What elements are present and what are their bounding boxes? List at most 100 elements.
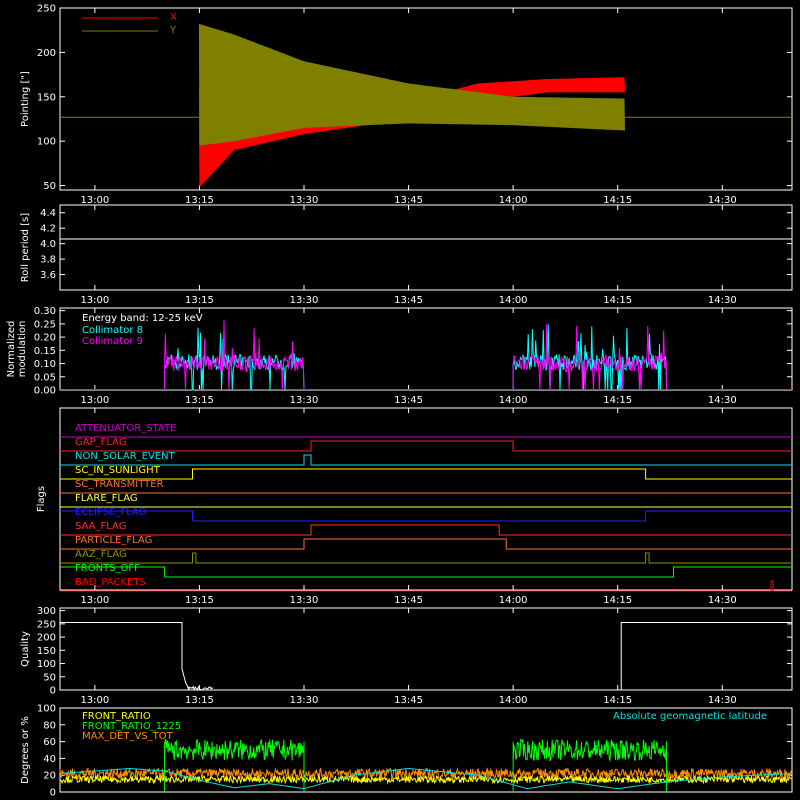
x-tick-label: 14:15 xyxy=(603,295,632,306)
x-tick-label: 14:00 xyxy=(499,195,528,206)
quality-line xyxy=(60,622,792,691)
x-tick-label: 14:30 xyxy=(708,395,737,406)
flag-line xyxy=(60,580,792,592)
flag-line xyxy=(60,454,792,466)
series-front-ratio-1225-line xyxy=(512,738,667,763)
y-tick-label: 0.10 xyxy=(34,359,56,370)
x-tick-label: 13:00 xyxy=(80,295,109,306)
y-tick-label: 50 xyxy=(43,181,56,192)
y-tick-label: 4.2 xyxy=(40,224,56,235)
x-tick-label: 14:30 xyxy=(708,195,737,206)
y-tick-label: 100 xyxy=(37,704,56,715)
plot-frame xyxy=(59,607,793,691)
x-tick-label: 13:45 xyxy=(394,395,423,406)
y-tick-label: 60 xyxy=(43,737,56,748)
x-tick-label: 14:15 xyxy=(603,395,632,406)
legend-label: X xyxy=(170,12,177,23)
y-tick-label: 150 xyxy=(37,92,56,103)
y-tick-label: 250 xyxy=(37,619,56,630)
flag-label: ATTENUATOR_STATE xyxy=(75,423,176,434)
legend-label: Y xyxy=(169,25,177,36)
legend-label: FRONT_RATIO_1225 xyxy=(82,721,181,732)
x-tick-label: 13:30 xyxy=(290,695,319,706)
y-tick-label: 20 xyxy=(43,771,56,782)
panel-modulation: 13:00 13:15 13:30 13:45 14:00 14:15 14:30 0.00 0… xyxy=(6,306,793,406)
plot-frame xyxy=(59,707,793,793)
y-tick-label: 200 xyxy=(37,48,56,59)
series-front-ratio-1225-line xyxy=(164,738,304,761)
x-tick-label: 14:00 xyxy=(499,595,528,606)
series-y-line xyxy=(198,23,625,146)
x-tick-label: 13:00 xyxy=(80,595,109,606)
plot-frame xyxy=(59,307,793,391)
flag-line xyxy=(60,538,792,550)
flag-label: AAZ_FLAG xyxy=(75,549,127,560)
y-axis-label: modulation xyxy=(17,321,28,378)
x-tick-label: 13:30 xyxy=(290,295,319,306)
x-tick-label: 14:30 xyxy=(708,295,737,306)
y-axis-label: Pointing ["] xyxy=(20,71,31,127)
legend-label: FRONT_RATIO xyxy=(82,711,151,722)
y-axis-label: Degrees or % xyxy=(20,716,31,784)
legend-label: Absolute geomagnetic latitude xyxy=(613,711,767,722)
legend-title: Energy band: 12-25 keV xyxy=(82,313,203,324)
x-tick-label: 13:30 xyxy=(290,595,319,606)
flag-label: GAP_FLAG xyxy=(75,437,127,448)
y-tick-label: 150 xyxy=(37,646,56,657)
flag-line xyxy=(60,510,792,522)
y-tick-label: 4.0 xyxy=(40,239,56,250)
flag-label: NON_SOLAR_EVENT xyxy=(75,451,176,462)
x-tick-label: 13:45 xyxy=(394,195,423,206)
y-axis-label: Roll period [s] xyxy=(20,213,31,282)
plot-frame xyxy=(59,407,793,591)
flag-label: FLARE_FLAG xyxy=(75,493,138,504)
flag-label: PARTICLE_FLAG xyxy=(75,535,152,546)
x-tick-label: 14:00 xyxy=(499,695,528,706)
flag-label: BAD_PACKETS xyxy=(75,577,146,588)
x-tick-label: 13:15 xyxy=(185,195,214,206)
flag-label: ECLIPSE_FLAG xyxy=(75,507,146,518)
legend-label: Collimator 8 xyxy=(82,325,143,336)
y-tick-label: 250 xyxy=(37,4,56,15)
series-geomagnetic-latitude-line xyxy=(59,767,793,790)
x-tick-label: 13:45 xyxy=(394,695,423,706)
y-axis-label: Quality xyxy=(20,631,31,667)
x-tick-label: 13:15 xyxy=(185,395,214,406)
y-tick-label: 300 xyxy=(37,606,56,617)
panel-pointing: 13:00 13:15 13:30 13:45 14:00 14:15 14:30 50 100… xyxy=(20,4,793,206)
x-tick-label: 13:15 xyxy=(185,695,214,706)
panel-quality: 13:00 13:15 13:30 13:45 14:00 14:15 14:30 0 50 10… xyxy=(20,606,793,706)
flag-label: SC_TRANSMITTER xyxy=(75,479,164,490)
y-axis-label: Normalized xyxy=(6,321,17,378)
plot-frame xyxy=(59,7,793,191)
x-tick-label: 14:15 xyxy=(603,595,632,606)
y-tick-label: 3.6 xyxy=(40,270,56,281)
y-tick-label: 100 xyxy=(37,659,56,670)
flag-line xyxy=(60,468,792,480)
y-tick-label: 0 xyxy=(50,788,56,799)
x-tick-label: 13:45 xyxy=(394,595,423,606)
x-tick-label: 14:00 xyxy=(499,395,528,406)
series-collimator-8-line xyxy=(512,324,667,391)
flag-line xyxy=(60,524,792,536)
y-tick-label: 0.25 xyxy=(34,319,56,330)
y-tick-label: 80 xyxy=(43,720,56,731)
quality-spikes xyxy=(188,685,214,691)
x-tick-label: 13:30 xyxy=(290,395,319,406)
panel-degrees: 0 20 40 60 80 100 Degrees or % FRONT_RATIOFRONT… xyxy=(20,704,793,799)
flag-label: SC_IN_SUNLIGHT xyxy=(75,465,161,476)
y-axis-label: Flags xyxy=(36,486,47,512)
y-tick-label: 3.8 xyxy=(40,255,56,266)
legend-label: Collimator 9 xyxy=(82,336,143,347)
panel-roll-period: 13:00 13:15 13:30 13:45 14:00 14:15 14:30 3.6 3.… xyxy=(20,204,793,306)
y-tick-label: 0.00 xyxy=(34,386,56,397)
y-tick-label: 40 xyxy=(43,754,56,765)
series-collimator-8-line xyxy=(164,327,305,391)
x-tick-label: 13:15 xyxy=(185,595,214,606)
y-tick-label: 0.20 xyxy=(34,333,56,344)
flag-line xyxy=(60,552,792,564)
x-tick-label: 13:00 xyxy=(80,695,109,706)
y-tick-label: 0 xyxy=(50,686,56,697)
flag-line xyxy=(60,440,792,452)
